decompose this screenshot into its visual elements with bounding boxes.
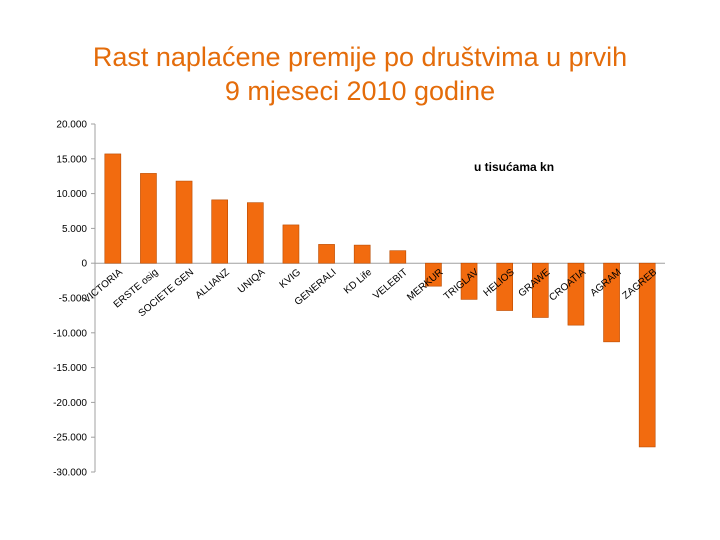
y-tick-label: -5.000 (59, 294, 88, 305)
bar (638, 262, 656, 448)
bar (211, 199, 229, 264)
y-tick-label: -20.000 (53, 398, 87, 409)
title-line-1: Rast naplaćene premije po društvima u pr… (92, 42, 628, 72)
category-label: KD Life (342, 267, 375, 297)
category-label: VELEBIT (371, 267, 410, 302)
chart-title: Rast naplaćene premije po društvima u pr… (0, 40, 720, 108)
bar (318, 244, 335, 264)
bar (389, 250, 407, 264)
y-tick-label: -25.000 (53, 433, 87, 444)
bar (496, 262, 514, 311)
y-tick-label: -10.000 (53, 328, 87, 339)
y-tick-label: -15.000 (53, 363, 87, 374)
bar (531, 262, 549, 318)
bars (104, 153, 656, 448)
bar (603, 262, 620, 343)
bar (425, 262, 442, 287)
y-tick-label: 0 (81, 259, 87, 270)
y-tick-label: 15.000 (56, 154, 87, 165)
bar (140, 173, 157, 264)
y-tick-label: 20.000 (56, 120, 87, 131)
title-line-2: 9 mjeseci 2010 godine (224, 76, 496, 106)
category-label: UNIQA (236, 267, 268, 296)
y-tick-label: 5.000 (62, 224, 87, 235)
bar (175, 180, 193, 264)
unit-annotation: u tisućama kn (474, 160, 554, 174)
y-tick-label: -30.000 (53, 468, 87, 479)
y-tick-label: 10.000 (56, 189, 87, 200)
bar (353, 244, 371, 264)
category-label: KVIG (278, 267, 304, 291)
bar (460, 262, 478, 300)
bar (246, 202, 264, 264)
bar (282, 224, 300, 264)
bar (104, 153, 122, 264)
category-label: ALLIANZ (194, 267, 232, 302)
bar (567, 262, 585, 326)
